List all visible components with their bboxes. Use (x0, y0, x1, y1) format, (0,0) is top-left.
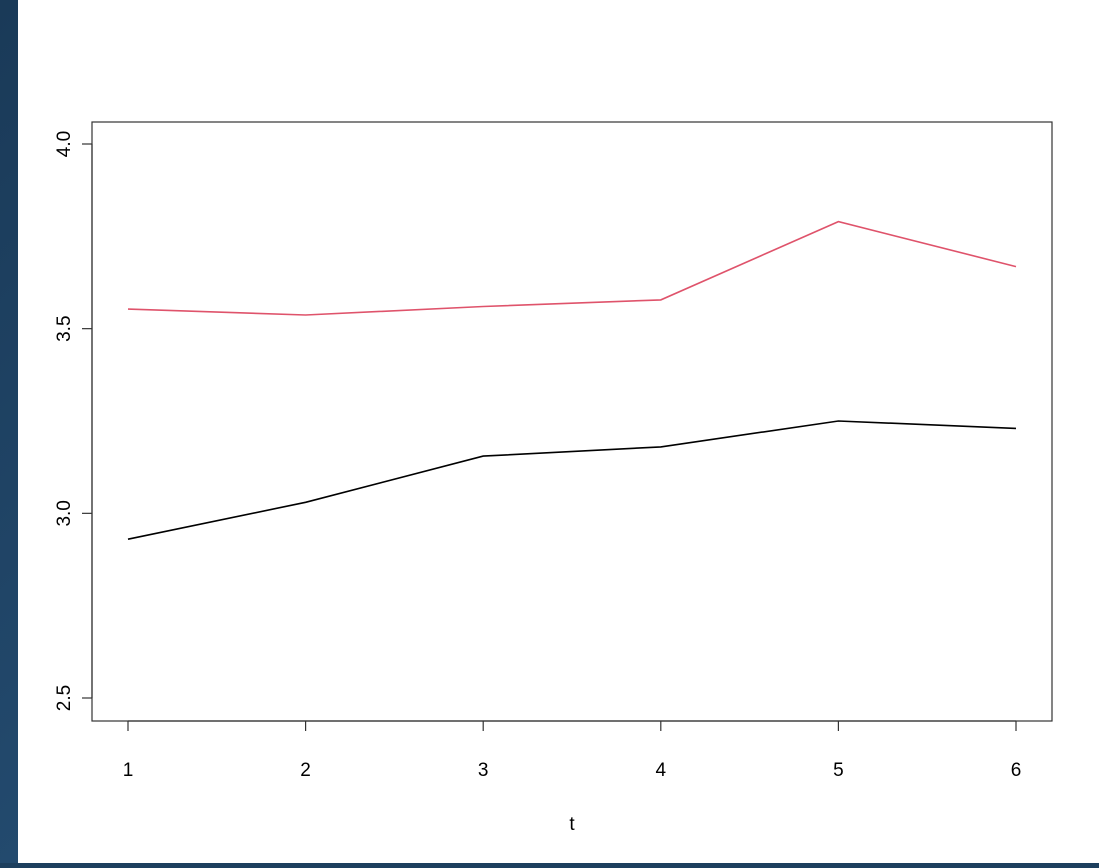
y-tick-label: 2.5 (54, 685, 75, 711)
x-tick-label: 3 (478, 760, 489, 781)
y-axis: 2.5 3.0 3.5 4.0 (54, 131, 92, 711)
x-tick-label: 6 (1011, 760, 1022, 781)
x-tick-label: 5 (833, 760, 844, 781)
line-chart: 1 2 3 4 5 6 2.5 3.0 3.5 4.0 t (18, 0, 1099, 863)
x-axis: 1 2 3 4 5 6 (123, 721, 1022, 781)
y-tick-label: 3.0 (54, 500, 75, 526)
plot-window: 1 2 3 4 5 6 2.5 3.0 3.5 4.0 t (18, 0, 1099, 863)
x-tick-label: 4 (656, 760, 667, 781)
y-tick-label: 4.0 (54, 131, 75, 157)
y-tick-label: 3.5 (54, 315, 75, 341)
x-axis-label: t (569, 814, 575, 835)
x-tick-label: 2 (300, 760, 311, 781)
series-line-1 (128, 421, 1016, 539)
x-tick-label: 1 (123, 760, 134, 781)
plot-box (92, 122, 1052, 721)
series-layer (128, 222, 1016, 540)
series-line-2 (128, 222, 1016, 315)
